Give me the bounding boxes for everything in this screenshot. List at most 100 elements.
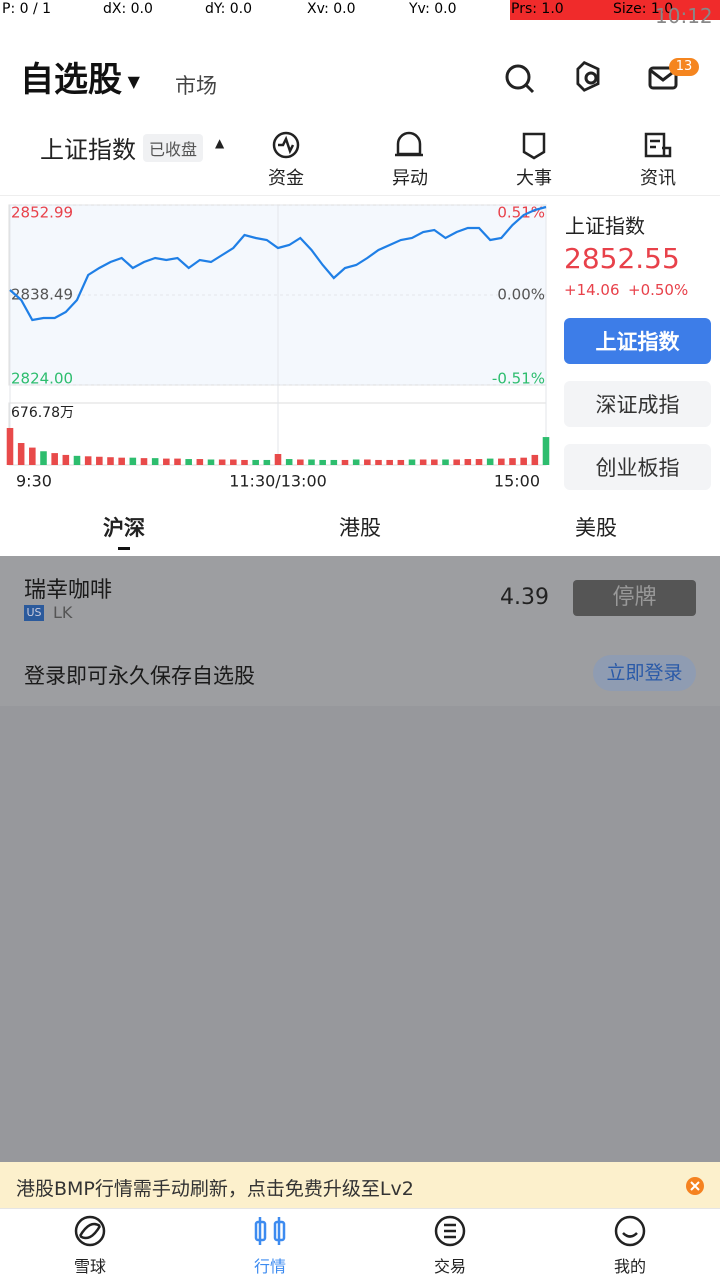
volume-bar (185, 459, 192, 465)
tab-label[interactable]: 大事 (516, 168, 552, 189)
settings-icon[interactable] (576, 60, 600, 92)
debug-text: Prs: 1.0 (511, 1, 564, 17)
banner-close[interactable] (685, 1176, 705, 1196)
volume-bar (419, 459, 427, 465)
volume-bar (196, 459, 204, 465)
tab-icons (272, 131, 672, 160)
volume-bar (51, 453, 58, 465)
market-tab[interactable]: 市场 (175, 74, 217, 98)
volume-bar (509, 458, 516, 465)
x-tick-label: 9:30 (16, 472, 52, 491)
news-icon (644, 132, 672, 158)
tab-indicator (118, 547, 130, 550)
fund-icon (278, 135, 295, 155)
nav-icon (434, 1215, 466, 1247)
nav-label[interactable]: 行情 (253, 1257, 286, 1276)
volume-bar (62, 454, 70, 465)
volume-bar (308, 459, 315, 465)
quote-name: 上证指数 (565, 214, 645, 238)
nav-icon (444, 1223, 456, 1239)
volume-bar (285, 459, 293, 465)
volume-bar (431, 459, 438, 465)
volume-bar (96, 456, 103, 465)
volume-bar (341, 459, 349, 465)
volume-bar (464, 459, 472, 465)
login-button[interactable]: 立即登录 (593, 655, 696, 691)
badge: 13 (669, 58, 699, 76)
index-button[interactable]: 上证指数 (564, 318, 711, 364)
volume-bar (129, 457, 137, 465)
volume-bar (352, 459, 360, 465)
nav-icon (614, 1215, 646, 1247)
volume-bar (40, 451, 47, 465)
quote-price: 2852.55 (564, 242, 680, 275)
volume-bar (107, 457, 114, 465)
nav-label[interactable]: 交易 (433, 1257, 466, 1276)
debug-text: Yv: 0.0 (409, 1, 457, 17)
nav-icon (622, 1232, 638, 1238)
volume-bar (6, 427, 14, 465)
volume-bar (29, 447, 36, 465)
search-icon[interactable] (505, 64, 535, 94)
volume-bar (140, 458, 148, 465)
login-prompt: 登录即可永久保存自选股 (24, 664, 255, 688)
quote-change: +14.06 (564, 281, 620, 299)
tab-label[interactable]: 异动 (392, 168, 428, 189)
nav-label[interactable]: 我的 (613, 1257, 646, 1276)
fund-icon (272, 131, 300, 159)
y-tick-label: 2852.99 (11, 204, 73, 222)
volume-bar (241, 459, 248, 465)
volume-bar (151, 458, 159, 465)
event-icon (522, 132, 546, 160)
volume-bar (17, 443, 25, 465)
divider (0, 1208, 720, 1209)
banner[interactable] (0, 1162, 720, 1208)
volume-bar (453, 459, 460, 465)
volume-bar (330, 459, 338, 465)
volume-bar (475, 459, 483, 465)
volume-bar (319, 459, 326, 465)
y2-tick-label: -0.51% (492, 370, 545, 388)
debug-text: dX: 0.0 (103, 1, 153, 17)
intraday-chart: 2852.99 2838.49 2824.00 0.51% 0.00% -0.51% 9:3… (6, 204, 550, 491)
index-button[interactable]: 创业板指 (564, 444, 711, 490)
price-line (9, 205, 547, 322)
stock-name[interactable]: 瑞幸咖啡 (24, 578, 113, 603)
index-button[interactable]: 深证成指 (564, 381, 711, 427)
page-title[interactable]: 自选股 ▼ (20, 60, 140, 100)
volume-bar (397, 459, 405, 465)
volume-bar (486, 458, 494, 465)
tab-label[interactable]: 资讯 (640, 168, 676, 189)
volume-bar (542, 437, 550, 465)
volume-bar (274, 454, 282, 465)
index-name[interactable]: 上证指数 (40, 136, 136, 164)
volume-bar (118, 457, 125, 465)
stock-price: 4.39 (500, 585, 549, 610)
x-tick-label: 11:30/13:00 (229, 472, 327, 491)
volume-bar (442, 459, 449, 465)
expand-arrow[interactable]: ▲ (215, 136, 225, 150)
market-status: 已收盘 (143, 134, 204, 162)
alert-icon (395, 131, 423, 157)
divider (0, 195, 720, 196)
stock-code: LK (53, 603, 73, 622)
nav-label[interactable]: 雪球 (73, 1257, 106, 1276)
banner-text[interactable]: 港股BMP行情需手动刷新，点击免费升级至Lv2 (16, 1178, 414, 1200)
nav-icons (74, 1215, 646, 1247)
market-tab[interactable]: 沪深 (103, 516, 145, 540)
volume-bar (218, 459, 226, 465)
volume-bar (174, 458, 181, 465)
debug-text: Xv: 0.0 (307, 1, 356, 17)
tab-label[interactable]: 资金 (268, 168, 304, 189)
market-tab[interactable]: 港股 (339, 516, 381, 540)
volume-bar (364, 459, 371, 465)
debug-text: dY: 0.0 (205, 1, 253, 17)
x-tick-label: 15:00 (494, 472, 540, 491)
y2-tick-label: 0.00% (497, 286, 545, 304)
volume-bar (163, 458, 170, 465)
debug-text: Size: 1.0 (613, 1, 674, 17)
volume-bar (375, 459, 382, 465)
market-tab[interactable]: 美股 (575, 516, 617, 540)
volume-bar (252, 459, 259, 465)
